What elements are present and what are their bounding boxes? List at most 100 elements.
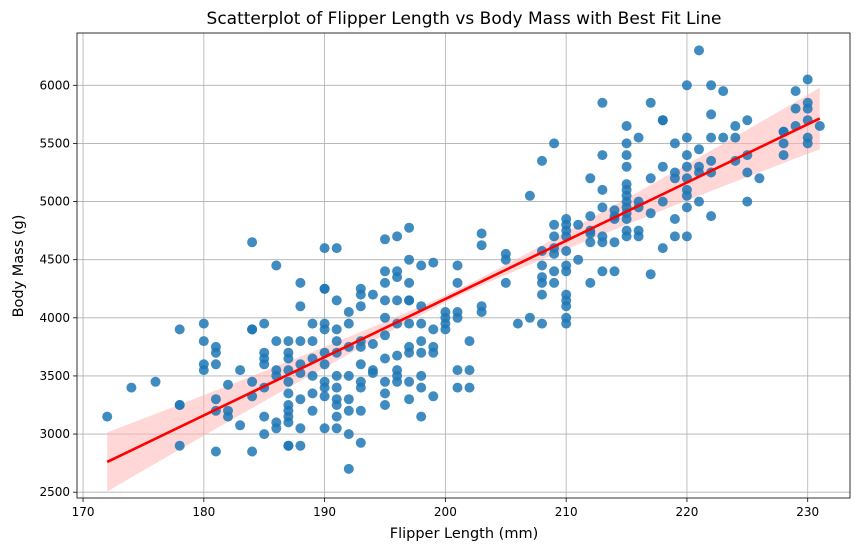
data-point <box>452 365 463 376</box>
x-tick-label: 170 <box>72 505 95 519</box>
data-point <box>549 277 560 288</box>
data-point <box>343 307 354 317</box>
data-point <box>790 86 801 97</box>
data-point <box>404 318 415 329</box>
data-point <box>621 231 632 242</box>
data-point <box>537 277 547 288</box>
data-point <box>247 324 258 335</box>
data-point <box>561 246 572 256</box>
data-point <box>223 411 233 422</box>
data-point <box>343 318 354 329</box>
data-point <box>706 211 717 222</box>
x-tick-label: 200 <box>434 505 457 519</box>
data-point <box>621 214 632 224</box>
data-point <box>706 155 717 166</box>
best-fit-line <box>106 117 821 464</box>
data-point <box>307 370 318 381</box>
data-point <box>247 237 258 248</box>
data-point <box>633 231 644 242</box>
data-point <box>621 138 632 149</box>
data-point <box>681 202 692 213</box>
data-point <box>730 121 741 131</box>
data-point <box>343 405 354 416</box>
data-point <box>633 132 644 143</box>
data-point <box>198 365 209 376</box>
data-point <box>802 138 813 149</box>
data-point <box>331 411 342 422</box>
x-tick-label: 220 <box>675 505 698 519</box>
data-point <box>392 350 403 361</box>
data-point <box>730 132 741 143</box>
data-point <box>549 231 560 242</box>
data-point <box>561 266 572 277</box>
data-point <box>416 382 427 393</box>
data-point <box>681 190 692 201</box>
data-point <box>295 423 306 434</box>
data-point <box>537 289 547 300</box>
data-point <box>392 231 403 242</box>
data-point <box>452 277 463 288</box>
fit-line-group <box>106 117 821 464</box>
data-point <box>476 228 487 239</box>
data-point <box>174 324 185 335</box>
data-point <box>283 376 294 387</box>
data-point <box>295 394 306 405</box>
data-point <box>355 301 366 312</box>
data-point <box>283 440 294 451</box>
data-point <box>621 150 632 161</box>
data-point <box>380 376 390 387</box>
data-point <box>561 301 572 312</box>
data-point <box>428 347 439 358</box>
data-point <box>283 388 294 399</box>
data-point <box>343 429 354 440</box>
y-ticks: 2500 3000 3500 4000 4500 5000 5500 6000 <box>39 78 77 499</box>
data-point <box>524 190 535 201</box>
data-point <box>355 289 366 300</box>
plot-frame <box>76 32 851 499</box>
data-point <box>657 115 668 126</box>
data-point <box>259 318 270 329</box>
data-point <box>657 196 668 207</box>
data-point <box>681 132 692 143</box>
data-point <box>669 214 680 224</box>
data-point <box>802 103 813 114</box>
data-point <box>198 318 209 329</box>
data-point <box>428 391 439 402</box>
data-point <box>355 437 366 448</box>
data-point <box>307 405 318 416</box>
data-point <box>464 336 475 347</box>
data-point <box>307 318 318 329</box>
data-point <box>295 336 306 347</box>
data-point <box>343 370 354 381</box>
data-point <box>235 365 246 376</box>
data-point <box>343 463 354 474</box>
data-point <box>428 324 439 335</box>
data-point <box>718 132 729 143</box>
data-point <box>597 184 608 195</box>
data-point <box>331 324 342 335</box>
data-point <box>573 254 584 265</box>
data-point <box>331 336 342 347</box>
data-point <box>645 208 656 219</box>
data-point <box>380 312 390 323</box>
data-point <box>223 379 233 390</box>
data-point <box>645 173 656 184</box>
data-point <box>585 211 596 222</box>
data-point <box>585 173 596 184</box>
data-point <box>681 80 692 91</box>
data-point <box>102 411 113 422</box>
data-point <box>380 330 390 341</box>
data-point <box>561 318 572 329</box>
data-point <box>235 420 246 431</box>
data-point <box>380 388 390 399</box>
data-point <box>597 150 608 161</box>
data-point <box>307 336 318 347</box>
data-point <box>524 312 535 323</box>
data-point <box>367 289 378 300</box>
data-point <box>814 121 825 131</box>
data-point <box>319 359 330 370</box>
data-point <box>500 254 511 265</box>
data-point <box>742 115 753 126</box>
data-point <box>283 417 294 428</box>
data-point <box>669 173 680 184</box>
